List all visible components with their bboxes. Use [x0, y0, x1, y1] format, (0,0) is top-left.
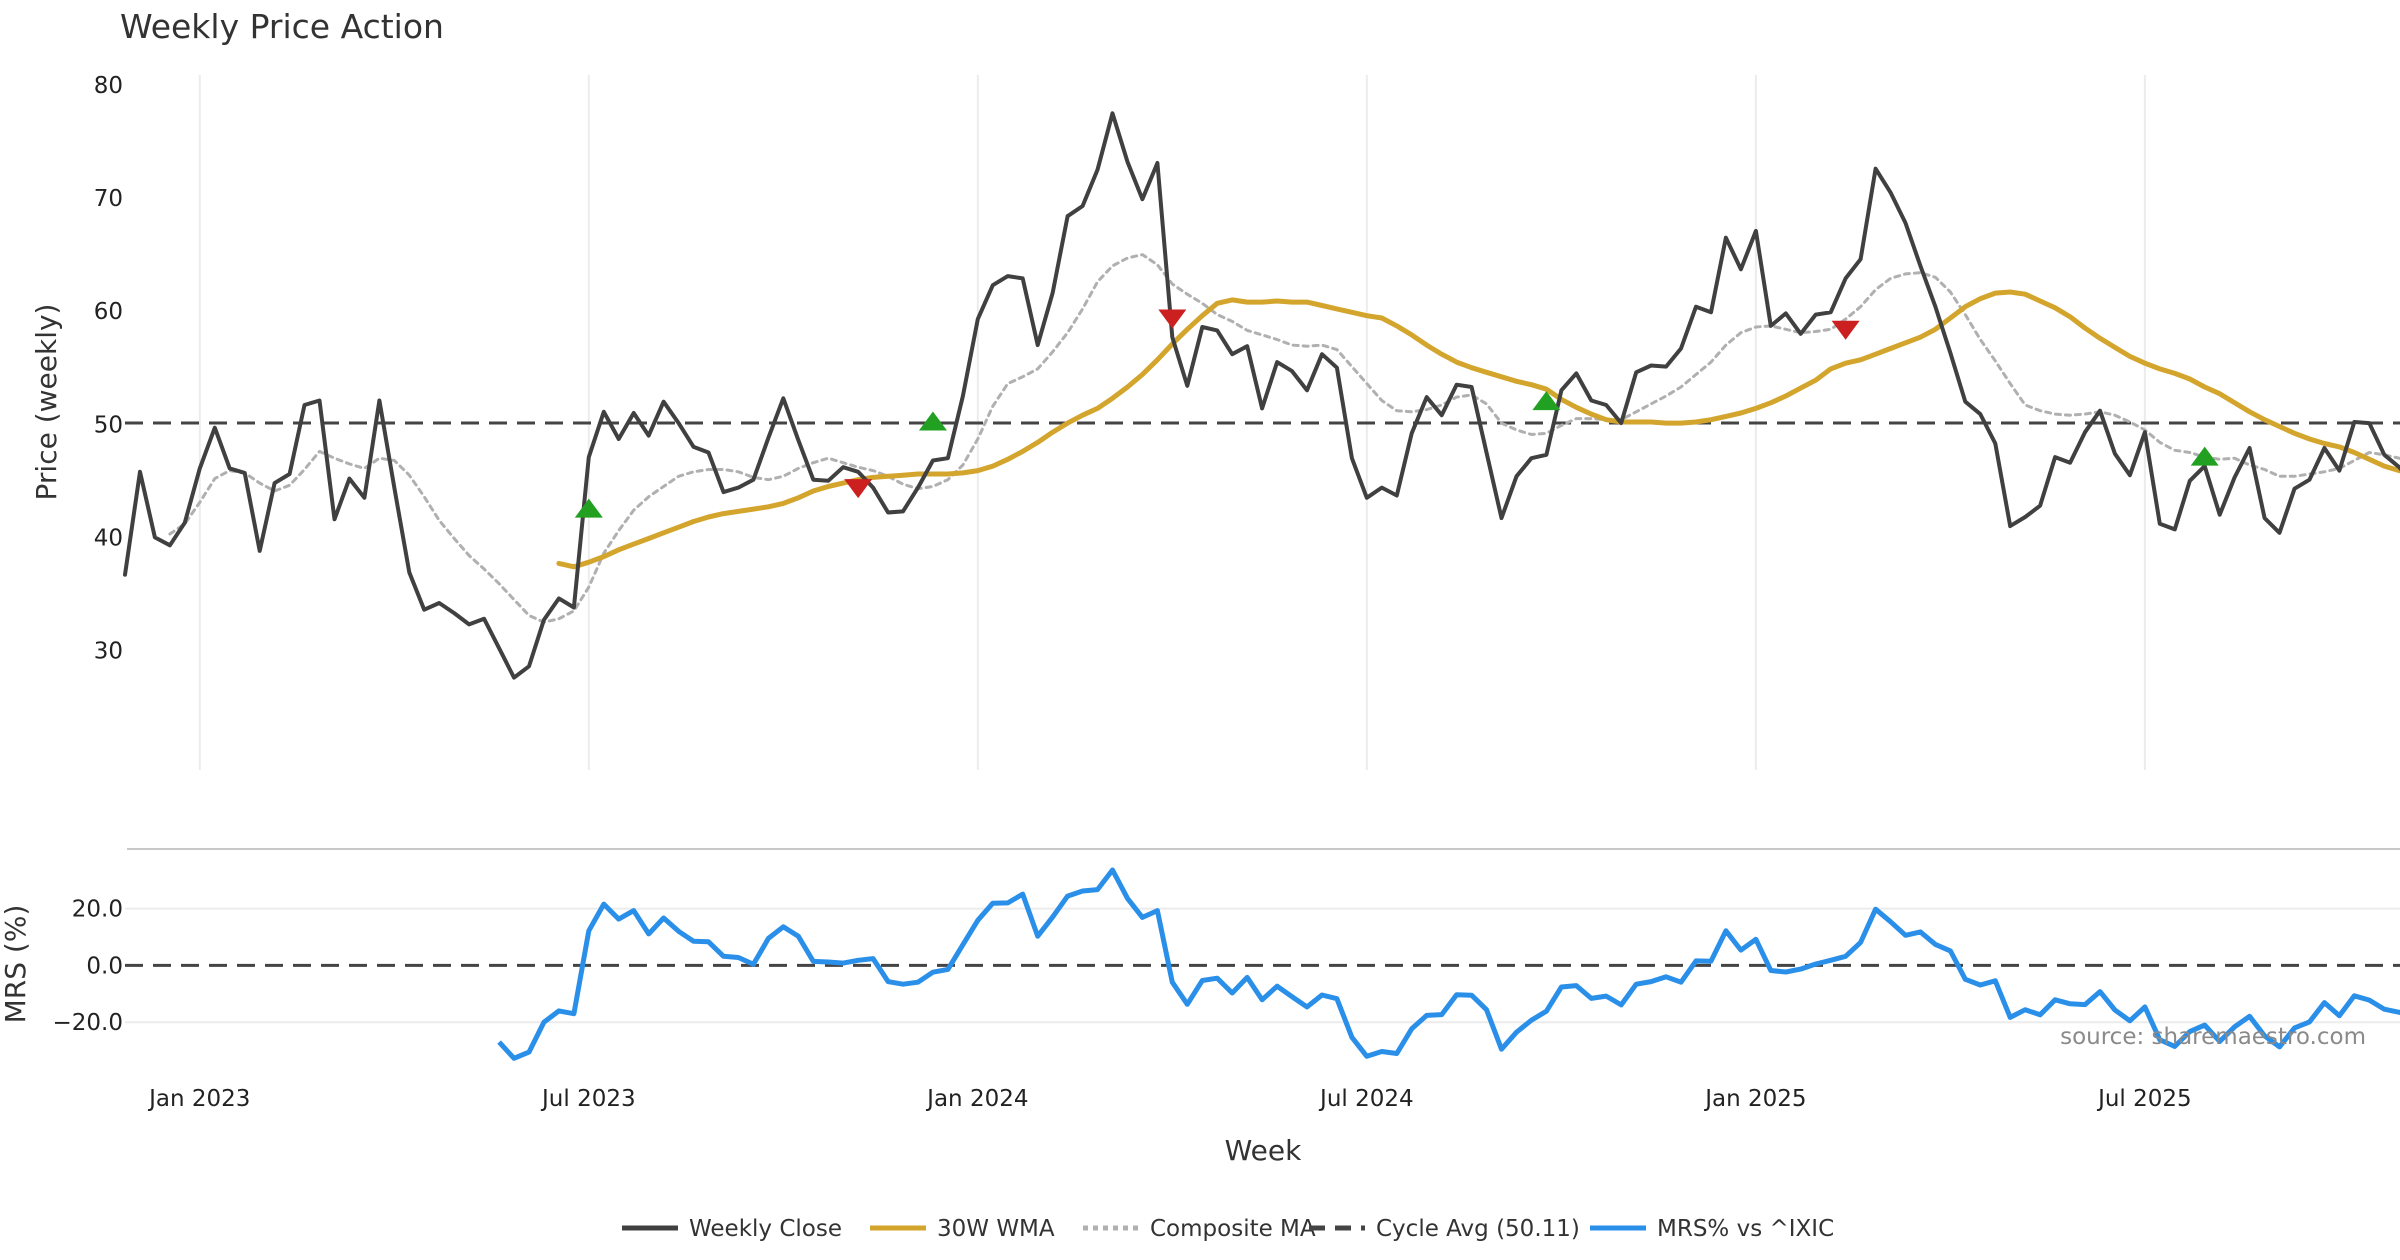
- legend: Weekly Close 30W WMA Composite MA Cycle Avg…: [622, 1216, 1834, 1242]
- mrs-horizontal-gridlines: [125, 907, 2400, 1024]
- legend-item: Composite MA: [1083, 1216, 1316, 1242]
- legend-label: Cycle Avg (50.11): [1376, 1216, 1580, 1242]
- price-series: [123, 111, 2400, 680]
- legend-label: MRS% vs ^IXIC: [1657, 1216, 1834, 1242]
- series-weekly-close: [123, 111, 2400, 680]
- mrs-y-tick: 20.0: [72, 897, 123, 923]
- sell-signal-marker: [1831, 320, 1860, 340]
- mrs-y-tick: −20.0: [53, 1010, 123, 1036]
- x-tick-label: Jul 2023: [540, 1086, 636, 1112]
- price-y-tick: 50: [94, 412, 123, 438]
- signal-markers: [574, 309, 2219, 518]
- x-axis-label: Week: [1225, 1134, 1302, 1167]
- price-y-tick: 60: [94, 299, 123, 325]
- buy-signal-marker: [574, 498, 603, 518]
- price-y-axis-label: Price (weekly): [30, 304, 63, 501]
- price-y-tick: 80: [94, 73, 123, 99]
- mrs-y-ticks: 20.0 0.0 −20.0: [53, 897, 123, 1037]
- series-mrs: [497, 867, 2400, 1061]
- legend-item: 30W WMA: [870, 1216, 1055, 1242]
- legend-label: Weekly Close: [689, 1216, 842, 1242]
- buy-signal-marker: [918, 411, 947, 431]
- x-tick-label: Jul 2024: [1318, 1086, 1414, 1112]
- legend-item: Cycle Avg (50.11): [1309, 1216, 1580, 1242]
- series-30w-wma: [556, 289, 2400, 570]
- buy-signal-marker: [1532, 391, 1561, 411]
- chart-title: Weekly Price Action: [120, 7, 444, 46]
- x-tick-label: Jan 2023: [147, 1086, 250, 1112]
- legend-item: Weekly Close: [622, 1216, 842, 1242]
- mrs-y-axis-label: MRS (%): [0, 905, 32, 1024]
- x-tick-labels: Jan 2023 Jul 2023 Jan 2024 Jul 2024 Jan 2025…: [147, 1086, 2192, 1112]
- legend-label: 30W WMA: [937, 1216, 1055, 1242]
- price-y-ticks: 30 40 50 60 70 80: [94, 73, 123, 664]
- price-y-tick: 70: [94, 186, 123, 212]
- legend-label: Composite MA: [1150, 1216, 1316, 1242]
- sell-signal-marker: [844, 479, 873, 499]
- legend-item: MRS% vs ^IXIC: [1590, 1216, 1834, 1242]
- series-composite-ma: [168, 253, 2400, 624]
- price-y-tick: 30: [94, 638, 123, 664]
- x-tick-label: Jan 2024: [925, 1086, 1028, 1112]
- mrs-y-tick: 0.0: [86, 953, 123, 979]
- price-y-tick: 40: [94, 525, 123, 551]
- x-tick-label: Jan 2025: [1703, 1086, 1806, 1112]
- x-tick-label: Jul 2025: [2096, 1086, 2192, 1112]
- sell-signal-marker: [1158, 309, 1187, 329]
- mrs-series: [497, 867, 2400, 1061]
- source-watermark: source: sharemaestro.com: [2060, 1024, 2366, 1050]
- buy-signal-marker: [2190, 446, 2219, 466]
